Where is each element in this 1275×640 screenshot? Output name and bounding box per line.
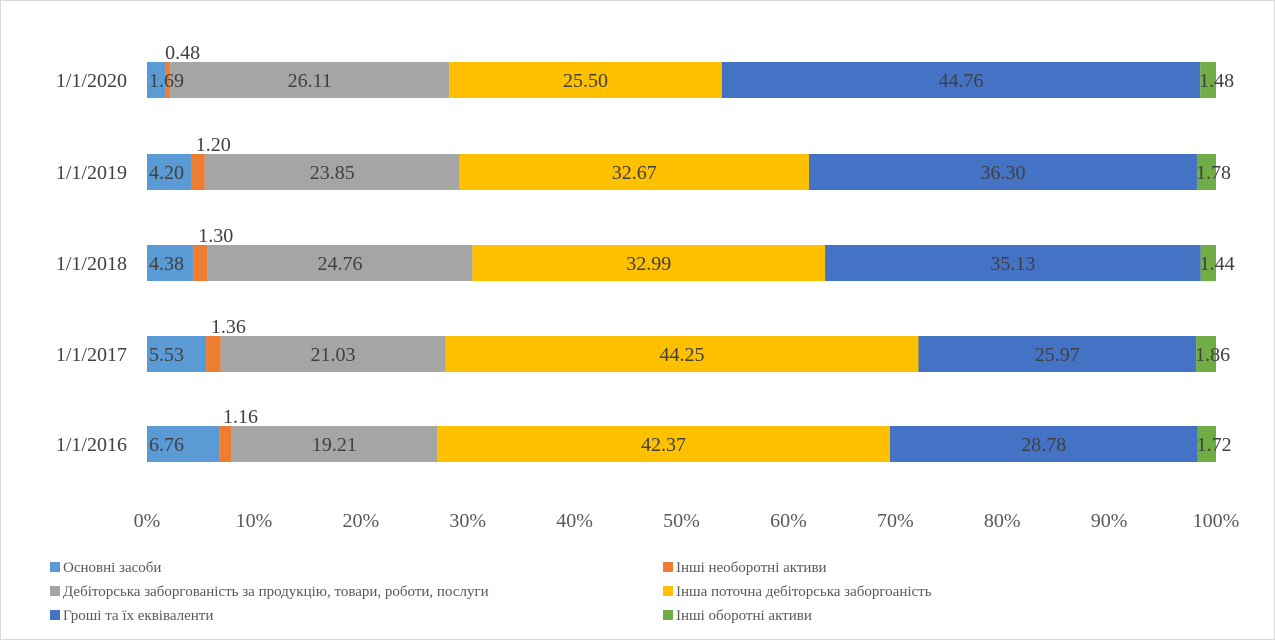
x-tick-label-2: 20%	[342, 510, 379, 532]
data-label-2-3: 21.03	[311, 344, 356, 366]
legend-swatch-3	[663, 586, 673, 596]
legend-label-0: Основні засоби	[63, 560, 161, 576]
bar-segment-5-4	[1197, 426, 1216, 462]
legend-label-3: Інша поточна дебіторська заборгоаність	[676, 584, 932, 600]
bar-segment-3-1	[459, 154, 809, 190]
data-label-5-4: 1.72	[1197, 434, 1232, 456]
data-label-4-0: 44.76	[938, 70, 983, 92]
legend-label-4: Гроші та їх еквіваленти	[63, 608, 213, 624]
bar-segment-2-1	[204, 154, 460, 190]
data-label-3-2: 32.99	[626, 253, 671, 275]
bar-segment-5-3	[1196, 336, 1216, 372]
data-label-1-3: 1.36	[211, 316, 246, 338]
legend-swatch-5	[663, 610, 673, 620]
bar-segment-5-2	[1200, 245, 1216, 281]
bar-segment-0-0	[147, 62, 166, 98]
bar-segment-1-2	[193, 245, 208, 281]
data-labels-layer: 1.69 0.48 26.11 25.50 44.76 1.48 4.20 1.20 23.85…	[149, 42, 1235, 456]
bar-segment-3-4	[437, 426, 890, 462]
x-tick-label-3: 30%	[449, 510, 486, 532]
bar-segment-2-0	[170, 62, 450, 98]
data-label-1-1: 1.20	[196, 134, 231, 156]
bar-segment-2-4	[231, 426, 438, 462]
legend-swatch-4	[50, 610, 60, 620]
data-label-3-1: 32.67	[612, 162, 657, 184]
bar-segment-2-3	[220, 336, 446, 372]
data-label-0-3: 5.53	[149, 344, 184, 366]
data-label-0-0: 1.69	[149, 70, 184, 92]
x-tick-label-6: 60%	[770, 510, 807, 532]
category-label-2: 1/1/2018	[56, 253, 127, 275]
bar-segment-0-3	[147, 336, 207, 372]
data-label-0-1: 4.20	[149, 162, 184, 184]
category-label-0: 1/1/2020	[56, 70, 127, 92]
legend-label-5: Інші оборотні активи	[676, 608, 812, 624]
data-label-0-4: 6.76	[149, 434, 184, 456]
bar-segment-3-0	[449, 62, 722, 98]
data-label-5-1: 1.78	[1196, 162, 1231, 184]
bar-segment-4-2	[825, 245, 1201, 281]
data-label-1-0: 0.48	[165, 42, 200, 64]
x-tick-label-10: 100%	[1193, 510, 1240, 532]
bar-segment-2-2	[207, 245, 473, 281]
data-label-1-4: 1.16	[223, 406, 258, 428]
bar-segment-4-3	[918, 336, 1197, 372]
bar-segment-0-1	[147, 154, 192, 190]
data-label-4-4: 28.78	[1021, 434, 1066, 456]
data-label-3-3: 44.25	[659, 344, 704, 366]
category-label-1: 1/1/2019	[56, 162, 127, 184]
bar-segment-3-2	[472, 245, 826, 281]
bar-segment-5-0	[1200, 62, 1216, 98]
data-label-2-4: 19.21	[312, 434, 357, 456]
legend-label-2: Дебіторська заборгованість за продукцію,…	[63, 584, 489, 600]
legend-swatch-1	[663, 562, 673, 572]
data-label-1-2: 1.30	[198, 225, 233, 247]
category-labels-layer: 1/1/2020 1/1/2019 1/1/2018 1/1/2017 1/1/2016	[56, 70, 127, 456]
x-tick-label-4: 40%	[556, 510, 593, 532]
data-label-4-2: 35.13	[990, 253, 1035, 275]
bar-segment-1-0	[165, 62, 171, 98]
x-tick-label-1: 10%	[236, 510, 273, 532]
bar-segment-0-4	[147, 426, 220, 462]
legend-swatch-2	[50, 586, 60, 596]
data-label-2-2: 24.76	[318, 253, 363, 275]
data-label-4-3: 25.97	[1035, 344, 1080, 366]
x-tick-label-8: 80%	[984, 510, 1021, 532]
data-label-3-0: 25.50	[563, 70, 608, 92]
data-label-2-1: 23.85	[310, 162, 355, 184]
bar-segment-3-3	[445, 336, 919, 372]
data-label-5-3: 1.86	[1195, 344, 1230, 366]
bar-segment-0-2	[147, 245, 194, 281]
data-label-0-2: 4.38	[149, 253, 184, 275]
category-label-3: 1/1/2017	[56, 344, 127, 366]
data-label-5-2: 1.44	[1200, 253, 1235, 275]
bar-segment-4-0	[721, 62, 1201, 98]
x-tick-label-7: 70%	[877, 510, 914, 532]
x-tick-label-0: 0%	[134, 510, 161, 532]
category-label-4: 1/1/2016	[56, 434, 127, 456]
bar-segment-1-4	[219, 426, 232, 462]
legend: Основні засоби Інші необоротні активи Дебі…	[50, 560, 932, 624]
data-label-4-1: 36.30	[980, 162, 1025, 184]
bar-segment-5-1	[1196, 154, 1216, 190]
data-label-2-0: 26.11	[288, 70, 332, 92]
data-label-5-0: 1.48	[1199, 70, 1234, 92]
bar-segment-4-1	[808, 154, 1197, 190]
bar-segment-4-4	[889, 426, 1198, 462]
bars-layer	[147, 62, 1216, 462]
x-tick-label-9: 90%	[1091, 510, 1128, 532]
x-tick-labels-layer: 0% 10% 20% 30% 40% 50% 60% 70% 80% 90% 100%	[134, 510, 1240, 532]
data-label-3-4: 42.37	[641, 434, 686, 456]
legend-label-1: Інші необоротні активи	[676, 560, 827, 576]
bar-segment-1-3	[206, 336, 221, 372]
bar-segment-1-1	[191, 154, 205, 190]
legend-swatch-0	[50, 562, 60, 572]
x-tick-label-5: 50%	[663, 510, 700, 532]
